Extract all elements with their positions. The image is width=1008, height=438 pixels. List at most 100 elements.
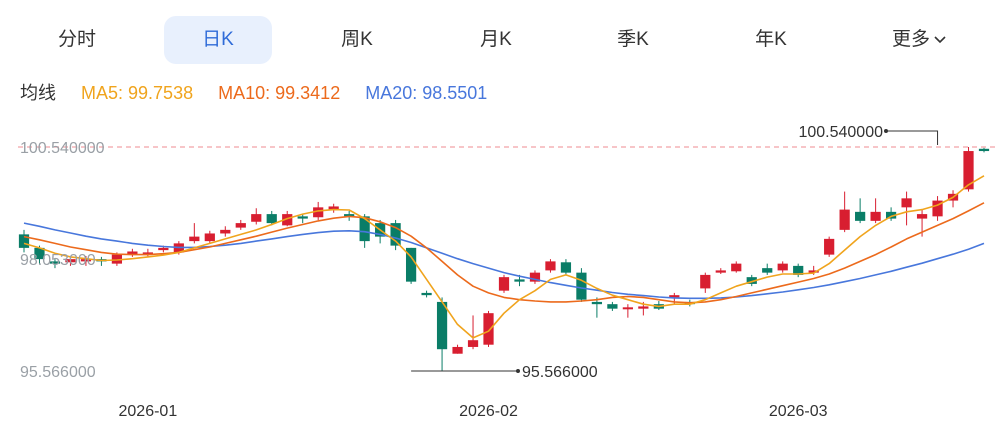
- candle[interactable]: [529, 270, 541, 284]
- ma10-legend: MA10: 99.3412: [218, 83, 341, 103]
- min-annotation-label: 95.566000: [522, 364, 598, 381]
- candle[interactable]: [204, 230, 215, 244]
- max-annotation-leader: [886, 130, 939, 145]
- tab-label: 月K: [480, 29, 512, 50]
- candle-body: [855, 211, 866, 221]
- candle-body: [560, 262, 572, 273]
- tab-label: 季K: [617, 29, 649, 50]
- ma5-line: [23, 175, 985, 339]
- candle-body: [576, 272, 587, 300]
- tab-4[interactable]: 月K: [451, 16, 541, 64]
- candle[interactable]: [560, 259, 572, 275]
- candle-body: [963, 151, 974, 190]
- candle[interactable]: [777, 261, 788, 273]
- candle[interactable]: [436, 297, 448, 371]
- tab-label: 分时: [57, 29, 96, 50]
- candle[interactable]: [18, 229, 30, 253]
- candle-body: [65, 259, 76, 263]
- tab-5[interactable]: 季K: [588, 16, 678, 64]
- candle[interactable]: [251, 208, 262, 225]
- ma-legend: 均线 MA5: 99.7538 MA10: 99.3412 MA20: 98.5…: [20, 80, 507, 106]
- candle[interactable]: [591, 297, 603, 318]
- candle[interactable]: [824, 236, 835, 257]
- candle[interactable]: [235, 219, 246, 230]
- candle-body: [18, 234, 30, 248]
- candle-body: [901, 198, 912, 208]
- candle-body: [978, 148, 990, 152]
- candle[interactable]: [65, 256, 76, 266]
- candle[interactable]: [127, 248, 138, 257]
- candle[interactable]: [49, 259, 61, 269]
- tab-2[interactable]: 日K: [164, 16, 272, 64]
- candle[interactable]: [498, 274, 510, 293]
- candle-body: [49, 261, 61, 264]
- candle[interactable]: [390, 219, 401, 251]
- candle-body: [622, 307, 633, 310]
- candle-body: [607, 304, 618, 309]
- candle-body: [158, 247, 169, 251]
- tab-label: 日K: [202, 29, 234, 50]
- candle-body: [328, 206, 339, 210]
- candle-body: [111, 254, 123, 264]
- candle-body: [266, 214, 277, 224]
- candle-body: [746, 277, 757, 284]
- max-annotation-dot: [884, 129, 888, 133]
- tab-6[interactable]: 年K: [726, 16, 816, 64]
- candle[interactable]: [762, 263, 773, 275]
- candle[interactable]: [855, 198, 866, 224]
- candle[interactable]: [80, 255, 92, 266]
- candle[interactable]: [297, 214, 308, 224]
- candle[interactable]: [700, 272, 711, 293]
- candle[interactable]: [746, 274, 757, 287]
- candle-body: [127, 251, 138, 255]
- candle[interactable]: [978, 147, 990, 153]
- candle[interactable]: [421, 290, 432, 298]
- candle[interactable]: [405, 247, 417, 284]
- candle-body: [870, 211, 881, 221]
- y-tick-label: 95.566000: [20, 364, 96, 381]
- candle-body: [839, 209, 850, 230]
- candle[interactable]: [885, 207, 897, 221]
- x-tick-label: 2026-02: [459, 403, 518, 420]
- x-tick-label: 2026-01: [119, 403, 178, 420]
- candle-body: [297, 216, 308, 219]
- candle-body: [220, 229, 231, 234]
- candle[interactable]: [96, 256, 107, 266]
- candle[interactable]: [901, 191, 912, 226]
- candle-body: [390, 223, 401, 246]
- candle-body: [808, 270, 819, 273]
- candle[interactable]: [839, 191, 850, 233]
- candle-body: [436, 301, 448, 350]
- candle[interactable]: [220, 226, 231, 237]
- candle[interactable]: [932, 196, 943, 221]
- tab-7[interactable]: 更多: [874, 16, 964, 64]
- candle-body: [498, 277, 510, 291]
- candle[interactable]: [452, 344, 463, 354]
- candle[interactable]: [622, 304, 633, 318]
- candle[interactable]: [731, 261, 742, 273]
- period-tabs: 分时 日K 周K 月K 季K 年K 更多: [0, 16, 1008, 64]
- candle[interactable]: [715, 268, 726, 274]
- candle[interactable]: [870, 198, 881, 224]
- candle-body: [545, 261, 556, 271]
- tab-label: 更多: [891, 29, 930, 50]
- candle[interactable]: [328, 203, 339, 213]
- candle[interactable]: [266, 210, 277, 226]
- ma-legend-title: 均线: [20, 83, 56, 103]
- candle[interactable]: [142, 248, 153, 257]
- tab-3[interactable]: 周K: [312, 16, 402, 64]
- candle[interactable]: [483, 310, 494, 347]
- candle-body: [885, 211, 897, 219]
- tab-1[interactable]: 分时: [32, 16, 122, 64]
- candle[interactable]: [607, 301, 618, 311]
- candle-body: [282, 214, 293, 226]
- tab-label: 年K: [755, 29, 787, 50]
- chevron-down-icon: [934, 36, 946, 44]
- candle[interactable]: [793, 263, 804, 278]
- candle-body: [235, 223, 246, 228]
- candle[interactable]: [467, 315, 479, 350]
- candle[interactable]: [545, 259, 556, 273]
- candle[interactable]: [576, 268, 587, 302]
- candle[interactable]: [189, 223, 200, 244]
